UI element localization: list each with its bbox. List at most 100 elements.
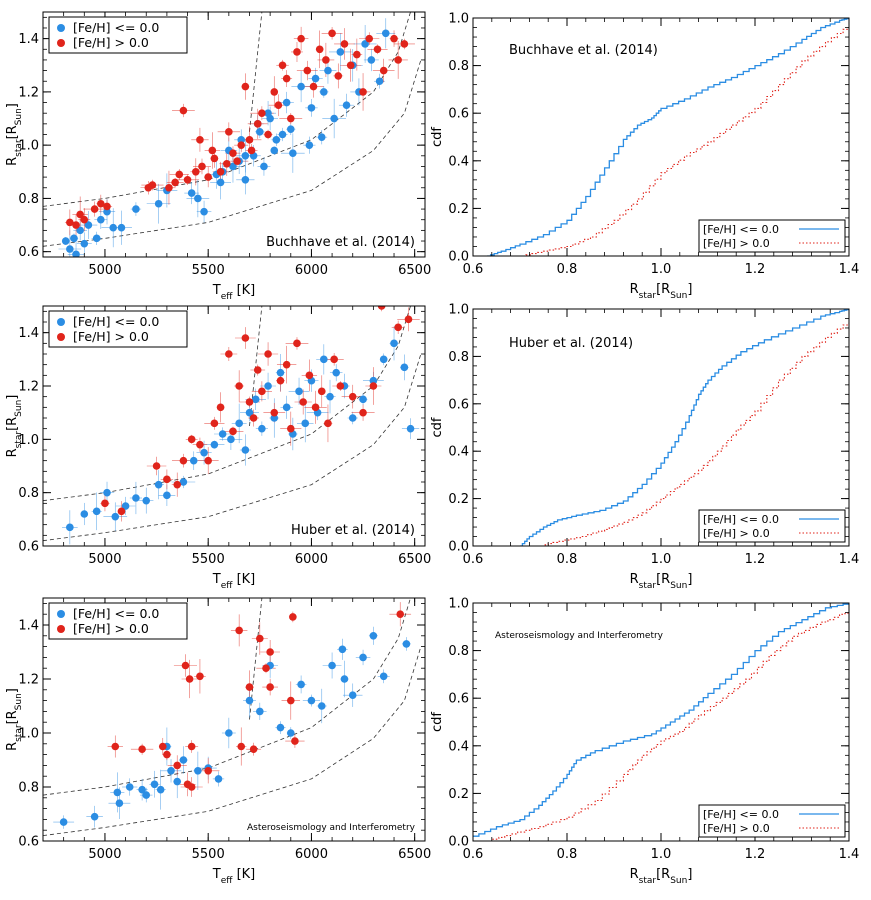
panel-cdf-astero: 0.6 0.8 1.0 1.2 1.4 0.0 0.2 0.4 0.6 0.8 1.0 Rstar[R…	[430, 597, 859, 887]
legend-box	[48, 602, 188, 640]
data-point-metal-poor	[241, 175, 250, 184]
data-point-metal-poor	[61, 237, 70, 245]
legend-marker-metal-poor	[57, 24, 65, 32]
data-point-metal-poor	[229, 162, 237, 171]
x-tick-label: 0.8	[557, 847, 578, 862]
legend-marker-metal-rich	[57, 39, 65, 47]
data-point-metal-rich	[179, 106, 188, 115]
data-point-metal-poor	[156, 785, 165, 794]
y-tick-label: 1.2	[18, 380, 39, 395]
x-tick-label: 5500	[192, 263, 225, 278]
data-point-metal-rich	[196, 136, 204, 144]
data-point-metal-poor	[270, 146, 279, 155]
data-point-metal-rich	[216, 403, 225, 412]
data-point-metal-poor	[348, 691, 357, 699]
y-tick-label: 0.0	[448, 835, 469, 850]
dataset-annotation: Buchhave et al. (2014)	[509, 43, 658, 58]
data-point-metal-poor	[138, 785, 146, 794]
x-tick-label: 5000	[88, 847, 121, 862]
data-point-metal-rich	[181, 661, 190, 670]
data-point-metal-poor	[400, 363, 409, 372]
data-point-metal-rich	[165, 183, 173, 192]
envelope-line	[249, 598, 263, 720]
data-point-metal-poor	[179, 756, 188, 764]
data-point-metal-poor	[245, 408, 254, 417]
legend-box	[698, 509, 846, 543]
data-point-metal-poor	[59, 818, 68, 826]
data-point-metal-rich	[225, 350, 233, 358]
data-point-metal-poor	[210, 440, 219, 449]
data-point-metal-poor	[214, 775, 223, 783]
legend-label-metal-poor: [Fe/H] <= 0.0	[703, 223, 779, 236]
data-point-metal-rich	[163, 750, 171, 759]
y-tick-label: 1.0	[18, 433, 39, 448]
data-point-metal-poor	[332, 368, 341, 377]
data-point-metal-rich	[117, 507, 126, 516]
y-tick-label: 0.6	[448, 107, 469, 122]
data-point-metal-rich	[196, 672, 204, 681]
data-point-metal-poor	[324, 66, 332, 75]
data-point-metal-poor	[142, 791, 151, 799]
legend-box	[48, 310, 188, 348]
data-point-metal-poor	[200, 207, 208, 216]
data-point-metal-poor	[295, 387, 303, 396]
data-point-metal-rich	[90, 205, 99, 213]
data-point-metal-poor	[115, 799, 124, 807]
x-tick-label: 1.2	[745, 552, 766, 567]
x-tick-label: 5500	[192, 552, 225, 567]
y-axis-label: cdf	[430, 127, 445, 147]
data-point-metal-rich	[204, 456, 212, 465]
plot-area	[43, 598, 422, 836]
y-tick-label: 0.6	[448, 692, 469, 707]
data-point-metal-rich	[282, 360, 291, 369]
data-point-metal-poor	[359, 395, 367, 404]
y-tick-label: 0.8	[18, 486, 39, 501]
data-point-metal-rich	[204, 767, 212, 775]
data-point-metal-poor	[216, 178, 225, 187]
data-point-metal-rich	[264, 130, 272, 139]
data-point-metal-poor	[200, 448, 208, 457]
data-point-metal-rich	[253, 120, 262, 128]
data-point-metal-rich	[237, 742, 246, 751]
data-point-metal-rich	[396, 610, 405, 618]
data-point-metal-poor	[109, 223, 118, 232]
data-point-metal-poor	[241, 446, 250, 454]
x-tick-label: 6000	[295, 847, 328, 862]
data-point-metal-rich	[241, 82, 250, 91]
x-tick-label: 1.4	[839, 847, 860, 862]
data-point-metal-rich	[359, 88, 367, 96]
plot-frame	[42, 597, 426, 842]
data-point-metal-rich	[291, 737, 299, 745]
data-point-metal-poor	[311, 74, 320, 83]
x-axis-label: Teff [K]	[212, 572, 256, 591]
data-point-metal-rich	[183, 175, 192, 184]
x-tick-label: 1.0	[651, 552, 672, 567]
data-point-metal-poor	[276, 723, 285, 732]
data-point-metal-rich	[173, 761, 182, 770]
data-point-metal-poor	[251, 395, 260, 404]
y-tick-label: 0.6	[18, 245, 39, 260]
data-point-metal-poor	[348, 414, 357, 422]
data-point-metal-poor	[328, 661, 336, 670]
data-point-metal-rich	[222, 159, 231, 168]
data-point-metal-rich	[293, 48, 301, 56]
y-tick-label: 0.6	[18, 540, 39, 555]
data-point-metal-poor	[189, 456, 198, 465]
legend-label-metal-rich: [Fe/H] > 0.0	[73, 621, 149, 636]
legend-label-metal-rich: [Fe/H] > 0.0	[703, 527, 770, 540]
data-point-metal-rich	[404, 315, 413, 324]
data-point-metal-rich	[274, 101, 283, 110]
y-tick-label: 1.0	[448, 12, 469, 27]
data-point-metal-rich	[185, 675, 194, 683]
data-point-metal-poor	[225, 729, 233, 737]
x-tick-label: 5000	[88, 263, 121, 278]
legend-label-metal-poor: [Fe/H] <= 0.0	[703, 513, 779, 526]
y-tick-label: 0.6	[18, 835, 39, 850]
y-tick-label: 0.8	[448, 59, 469, 74]
dataset-annotation: Huber et al. (2014)	[509, 336, 633, 351]
data-point-metal-rich	[245, 683, 254, 691]
data-point-metal-poor	[80, 239, 89, 248]
data-point-metal-rich	[235, 382, 243, 390]
data-point-metal-rich	[103, 202, 111, 211]
